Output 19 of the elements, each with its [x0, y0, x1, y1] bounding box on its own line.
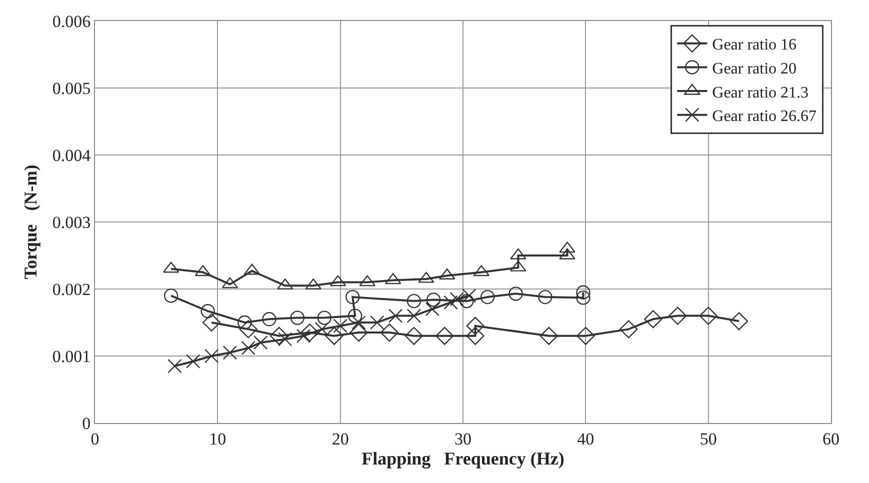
x-tick-label: 10 [209, 429, 226, 448]
y-tick-label: 0.004 [52, 146, 92, 165]
y-tick-label: 0.003 [52, 212, 91, 232]
y-tick-label: 0.005 [52, 78, 91, 98]
legend-label: Gear ratio 21.3 [712, 84, 809, 102]
y-tick-label: 0 [82, 414, 91, 433]
x-tick-label: 20 [332, 429, 349, 448]
x-axis-title: Flapping Frequency (Hz) [362, 448, 564, 468]
x-tick-label: 30 [454, 429, 472, 448]
x-tick-label: 40 [577, 429, 594, 448]
x-tick-label: 50 [700, 429, 717, 448]
legend-label: Gear ratio 26.67 [712, 108, 817, 126]
legend-label: Gear ratio 20 [712, 60, 797, 78]
legend-label: Gear ratio 16 [712, 36, 797, 54]
y-axis-title: Torque (N-m) [20, 164, 41, 280]
x-tick-label: 60 [822, 429, 840, 448]
y-tick-label: 0.006 [52, 12, 91, 31]
y-tick-label: 0.002 [52, 280, 91, 299]
y-tick-label: 0.001 [52, 346, 91, 366]
